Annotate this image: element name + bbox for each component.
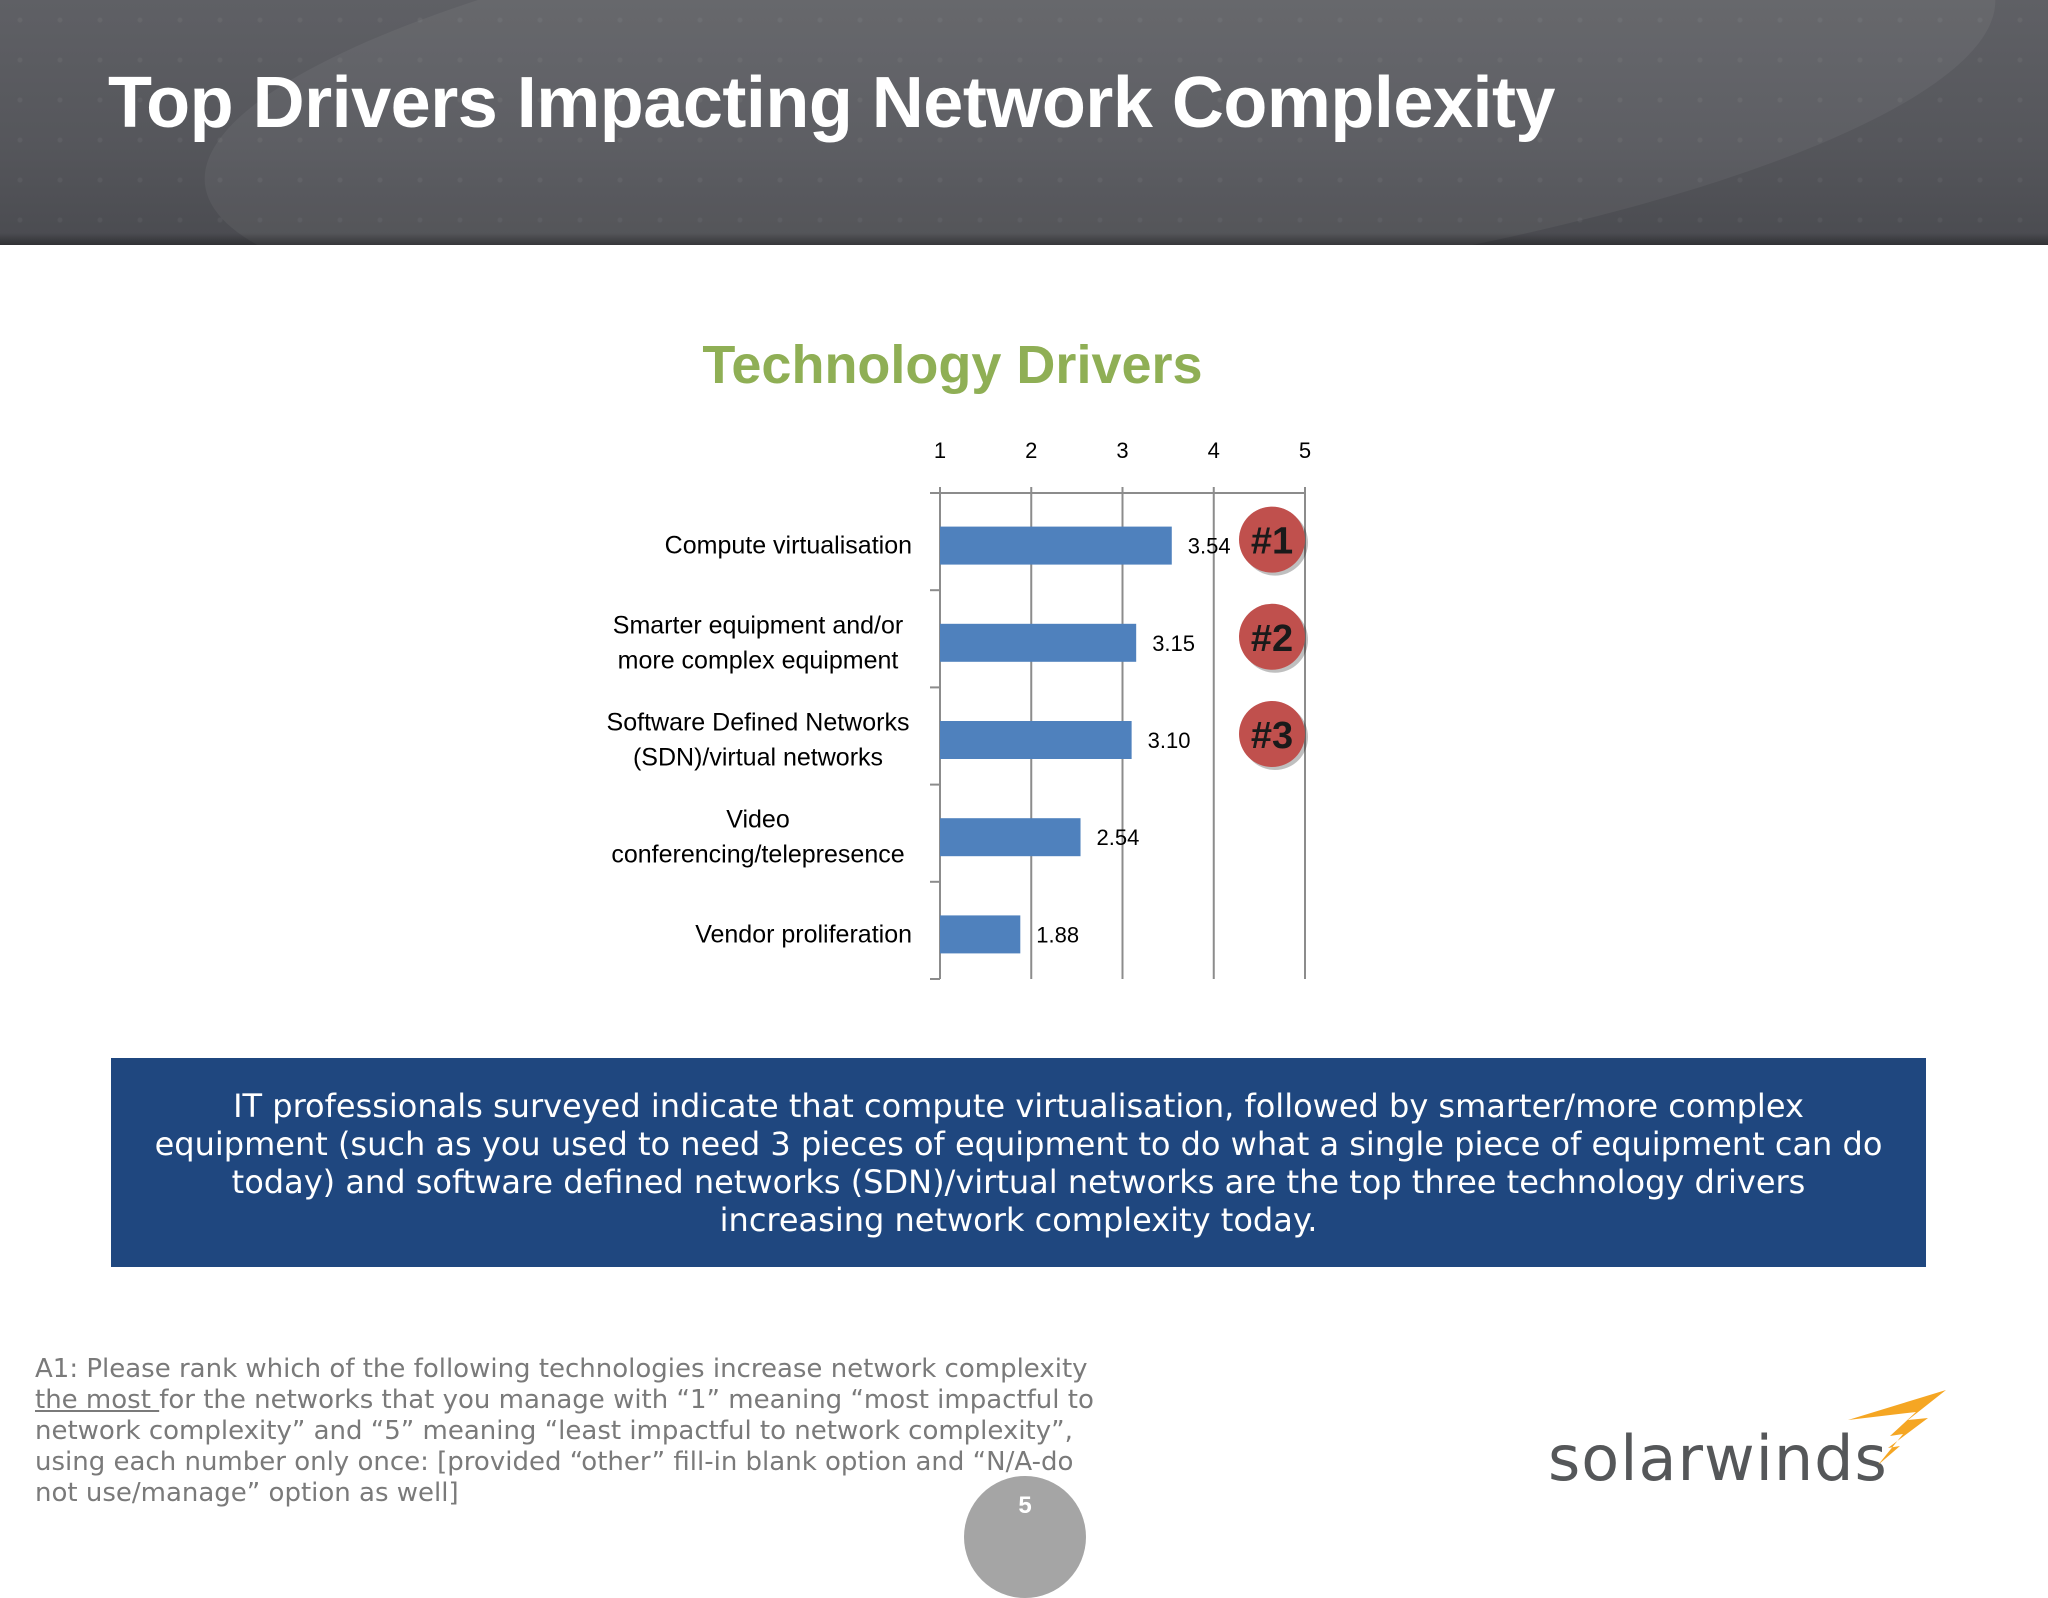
x-tick-label-2: 2 xyxy=(1025,438,1037,463)
bar-3 xyxy=(940,721,1132,759)
rank-badge-3 xyxy=(1239,701,1305,767)
category-label-2-line-1: Smarter equipment and/or xyxy=(613,611,903,639)
rank-badge-label-3: #3 xyxy=(1251,715,1293,757)
footnote-text-after: for the networks that you manage with “1… xyxy=(35,1385,1094,1508)
footnote-text-before: A1: Please rank which of the following t… xyxy=(35,1354,1088,1384)
x-tick-label-1: 1 xyxy=(934,438,946,463)
bar-1 xyxy=(940,526,1172,565)
bar-5 xyxy=(940,915,1021,954)
category-label-5-line-1: Vendor proliferation xyxy=(695,920,912,948)
chart-title: Technology Drivers xyxy=(702,335,1203,395)
bar-4 xyxy=(940,818,1081,857)
x-tick-label-4: 4 xyxy=(1208,438,1220,463)
header-dot-pattern xyxy=(0,0,2048,245)
slide-title: Top Drivers Impacting Network Complexity xyxy=(108,63,1555,143)
data-label-5: 1.88 xyxy=(1036,922,1079,947)
technology-drivers-chart: 1 2 3 4 5 3.54 Compute virtualisation 3.15 Smart… xyxy=(607,438,1311,980)
header-shadow xyxy=(0,233,2048,245)
category-label-1-line-1: Compute virtualisation xyxy=(665,532,912,560)
solarwinds-logo: solarwinds xyxy=(1548,1390,1948,1510)
rank-badge-label-2: #2 xyxy=(1251,618,1293,660)
flame-icon xyxy=(1848,1390,1946,1465)
bar-2 xyxy=(940,623,1137,662)
rank-badge-2 xyxy=(1239,603,1305,670)
data-label-4: 2.54 xyxy=(1097,825,1140,850)
category-label-4-line-1: Video xyxy=(726,806,790,834)
x-tick-label-3: 3 xyxy=(1116,438,1128,463)
logo-wordmark: solarwinds xyxy=(1548,1422,1888,1495)
data-label-2: 3.15 xyxy=(1152,631,1195,656)
data-label-1: 3.54 xyxy=(1188,534,1231,559)
page-number: 5 xyxy=(1018,1492,1032,1519)
data-label-3: 3.10 xyxy=(1148,728,1191,753)
footnote-underlined-text: the most xyxy=(35,1385,160,1415)
category-label-4-line-2: conferencing/telepresence xyxy=(611,841,904,869)
rank-badge-1 xyxy=(1239,506,1305,573)
rank-badge-label-1: #1 xyxy=(1251,521,1293,563)
survey-question-footnote: A1: Please rank which of the following t… xyxy=(35,1354,1095,1509)
summary-callout: IT professionals surveyed indicate that … xyxy=(111,1058,1926,1267)
slide-header: Top Drivers Impacting Network Complexity xyxy=(0,0,2048,245)
summary-callout-text: IT professionals surveyed indicate that … xyxy=(154,1086,1883,1239)
category-label-2-line-2: more complex equipment xyxy=(618,646,899,674)
page-number-badge: 5 xyxy=(964,1476,1086,1598)
x-tick-label-5: 5 xyxy=(1299,438,1311,463)
category-label-3-line-1: Software Defined Networks xyxy=(607,709,910,737)
category-label-3-line-2: (SDN)/virtual networks xyxy=(633,744,883,772)
